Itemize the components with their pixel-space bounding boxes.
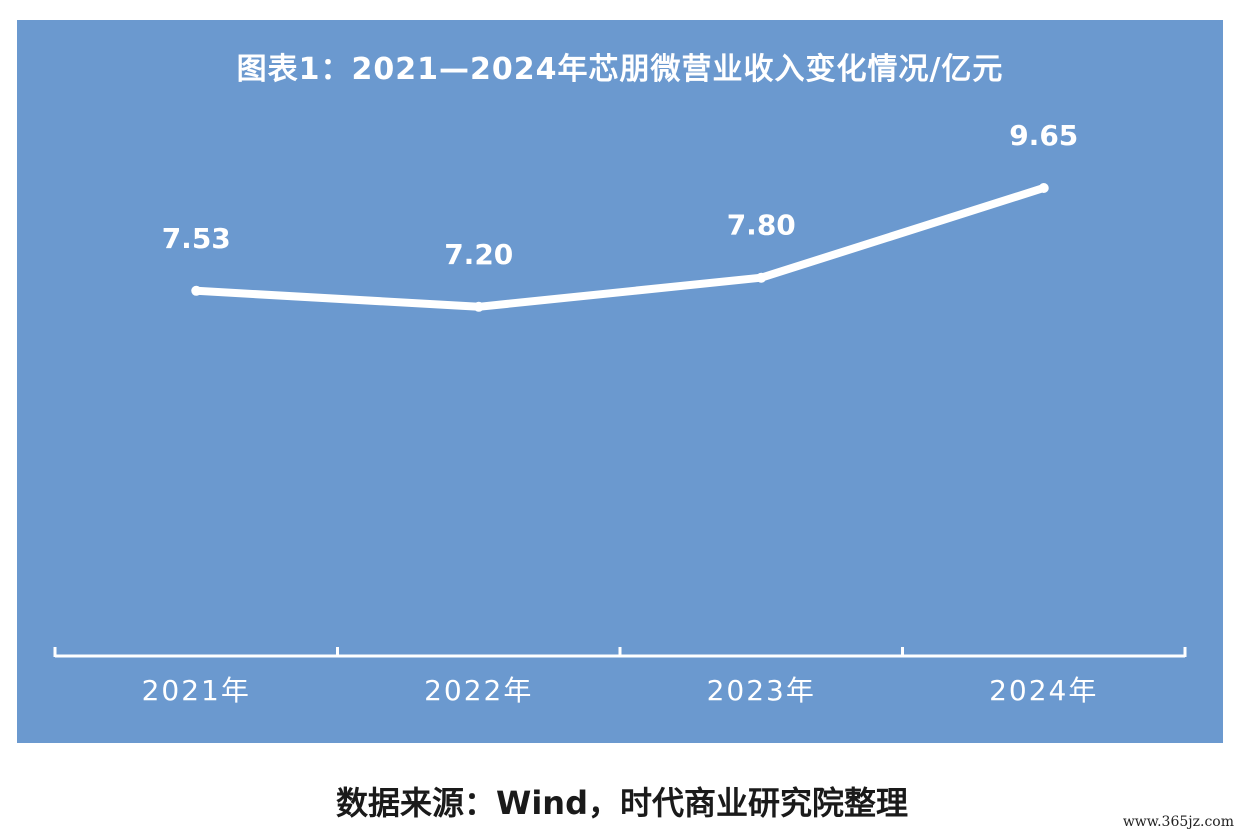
data-label: 7.80 bbox=[727, 209, 796, 242]
line-chart: 2021年 2022年 2023年 2024年 7.53 7.20 7.80 9.65 bbox=[53, 119, 1187, 707]
chart-title: 图表1：2021—2024年芯朋微营业收入变化情况/亿元 bbox=[236, 52, 1004, 87]
x-tick-label: 2023年 bbox=[707, 674, 816, 707]
data-point bbox=[191, 285, 202, 296]
data-label: 7.20 bbox=[444, 238, 513, 271]
x-tick-label: 2024年 bbox=[989, 674, 1098, 707]
x-tick-label: 2021年 bbox=[142, 674, 251, 707]
chart-panel: 图表1：2021—2024年芯朋微营业收入变化情况/亿元 2021年 2022年 2… bbox=[17, 20, 1223, 743]
data-point bbox=[756, 272, 767, 283]
data-label: 9.65 bbox=[1009, 119, 1078, 152]
series-line bbox=[192, 183, 1048, 311]
source-note: 数据来源：Wind，时代商业研究院整理 bbox=[336, 784, 908, 822]
x-tick-label: 2022年 bbox=[424, 674, 533, 707]
data-label: 7.53 bbox=[162, 222, 231, 255]
watermark: www.365jz.com bbox=[1122, 814, 1234, 830]
data-point bbox=[473, 301, 484, 312]
data-point bbox=[1038, 182, 1049, 193]
